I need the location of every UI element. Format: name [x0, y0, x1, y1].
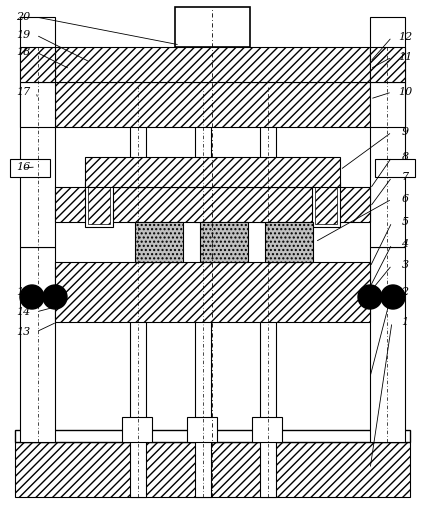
- Text: 15: 15: [16, 287, 30, 297]
- Text: 12: 12: [398, 32, 412, 42]
- Bar: [375, 159, 415, 177]
- Text: 13: 13: [16, 327, 30, 337]
- Text: 3: 3: [402, 260, 408, 270]
- Circle shape: [358, 285, 382, 309]
- Bar: [55, 47, 370, 82]
- Text: 18: 18: [16, 47, 30, 57]
- Circle shape: [43, 285, 67, 309]
- Circle shape: [20, 285, 44, 309]
- Bar: [252, 417, 282, 442]
- Bar: [122, 417, 152, 442]
- Bar: [20, 17, 55, 247]
- Text: 16: 16: [16, 162, 30, 172]
- Text: 19: 19: [16, 30, 30, 40]
- Bar: [312, 182, 340, 227]
- Bar: [130, 297, 146, 497]
- Text: 7: 7: [402, 172, 408, 182]
- Bar: [370, 47, 405, 82]
- Bar: [20, 82, 55, 127]
- Bar: [135, 222, 183, 262]
- Bar: [175, 7, 250, 47]
- Bar: [260, 297, 276, 497]
- Text: 11: 11: [398, 52, 412, 62]
- Bar: [85, 182, 113, 227]
- Bar: [55, 82, 370, 127]
- Bar: [88, 185, 110, 224]
- Bar: [20, 247, 55, 442]
- Text: 10: 10: [398, 87, 412, 97]
- Bar: [55, 262, 370, 322]
- Bar: [315, 185, 337, 224]
- Text: 1: 1: [402, 317, 408, 327]
- Bar: [195, 92, 211, 222]
- Bar: [85, 157, 340, 187]
- Text: 8: 8: [402, 152, 408, 162]
- Circle shape: [381, 285, 405, 309]
- Bar: [15, 442, 410, 497]
- Bar: [195, 297, 211, 497]
- Bar: [260, 92, 276, 222]
- Bar: [370, 247, 405, 442]
- Bar: [200, 222, 248, 262]
- Text: 9: 9: [402, 127, 408, 137]
- Text: 5: 5: [402, 217, 408, 227]
- Text: 4: 4: [402, 239, 408, 249]
- Bar: [265, 222, 313, 262]
- Bar: [20, 47, 55, 82]
- Bar: [15, 430, 410, 442]
- Text: 17: 17: [16, 87, 30, 97]
- Text: 6: 6: [402, 194, 408, 204]
- Bar: [187, 417, 217, 442]
- Text: 20: 20: [16, 12, 30, 22]
- Bar: [130, 92, 146, 222]
- Bar: [370, 82, 405, 127]
- Bar: [10, 159, 50, 177]
- Bar: [370, 17, 405, 247]
- Text: 2: 2: [402, 287, 408, 297]
- Text: 14: 14: [16, 307, 30, 317]
- Bar: [55, 187, 370, 222]
